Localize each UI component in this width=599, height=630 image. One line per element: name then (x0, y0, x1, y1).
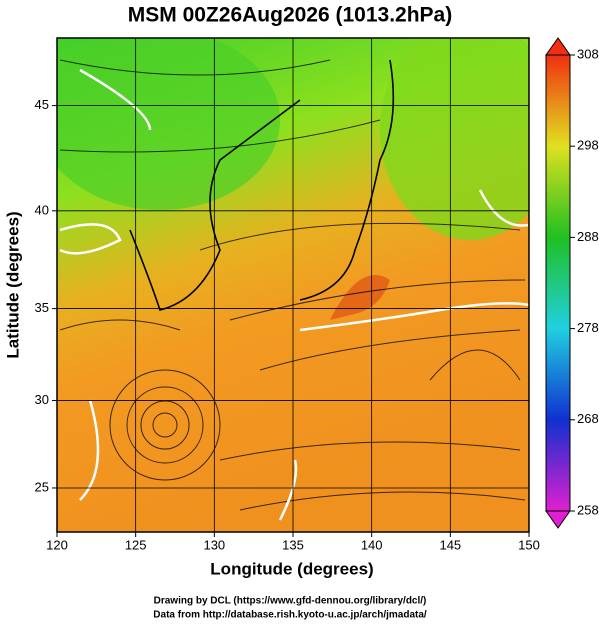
credit: Data from http://database.rish.kyoto-u.a… (153, 610, 427, 621)
y-tick-label: 45 (35, 97, 49, 112)
y-tick-label: 35 (35, 300, 49, 315)
x-tick-label: 120 (46, 537, 68, 552)
colorbar-label: 298 (577, 138, 599, 153)
map-field (57, 38, 529, 532)
y-tick-label: 40 (35, 202, 49, 217)
x-tick-label: 125 (125, 537, 147, 552)
title: MSM 00Z26Aug2026 (1013.2hPa) (128, 4, 452, 27)
x-tick-label: 130 (203, 537, 225, 552)
x-tick-label: 145 (439, 537, 461, 552)
x-tick-label: 150 (518, 537, 540, 552)
y-tick-label: 25 (35, 479, 49, 494)
x-tick-label: 140 (361, 537, 383, 552)
colorbar-label: 278 (577, 320, 599, 335)
colorbar (545, 37, 571, 529)
colorbar-label: 288 (577, 229, 599, 244)
colorbar-label: 268 (577, 411, 599, 426)
x-tick-label: 135 (282, 537, 304, 552)
colorbar-label: 258 (577, 502, 599, 517)
y-axis-label: Latitude (degrees) (3, 211, 22, 358)
credit: Drawing by DCL (https://www.gfd-dennou.o… (154, 596, 427, 607)
colorbar-label: 308 (577, 46, 599, 61)
x-axis-label: Longitude (degrees) (210, 559, 373, 578)
y-tick-label: 30 (35, 392, 49, 407)
